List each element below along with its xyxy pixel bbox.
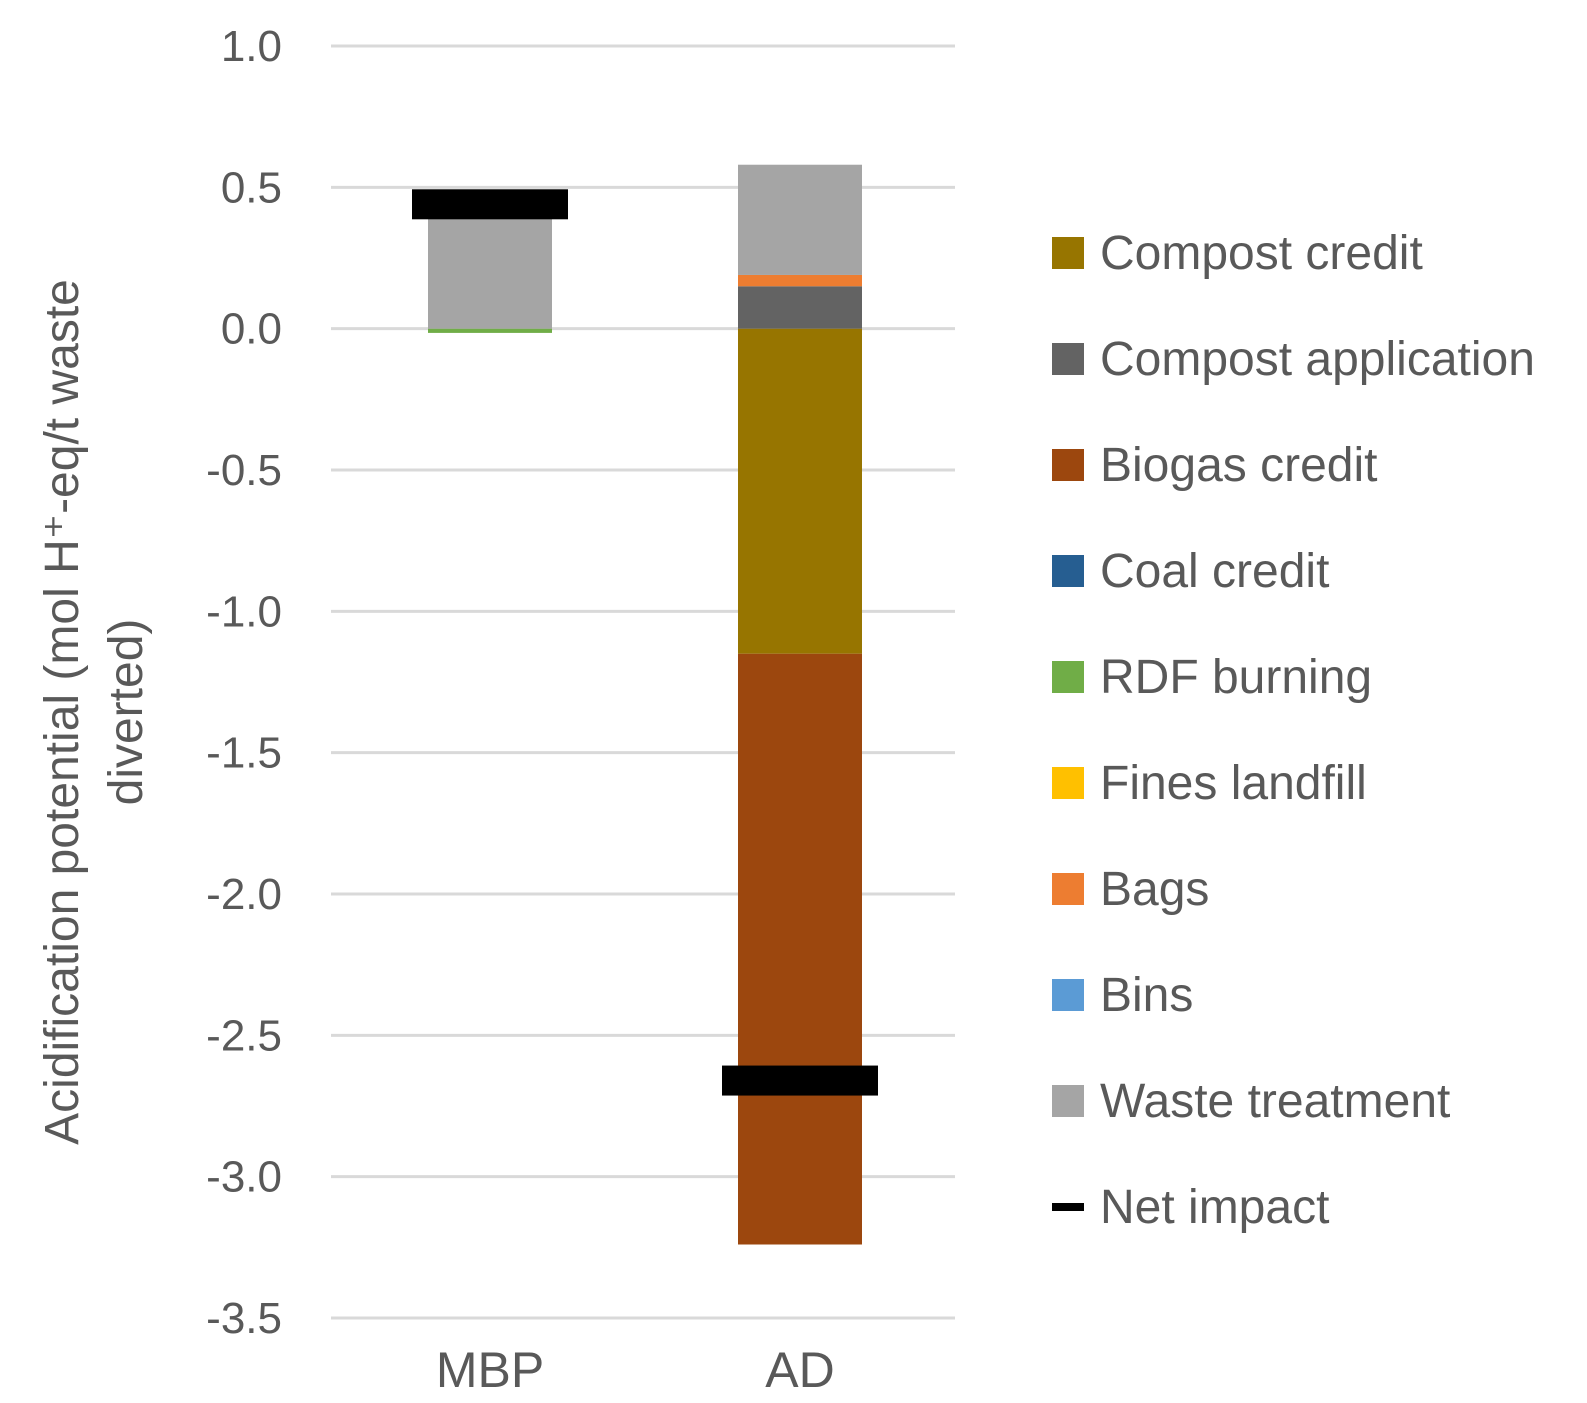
legend-label: Biogas credit <box>1100 439 1377 492</box>
y-tick-label: 0.5 <box>221 163 282 212</box>
y-axis-label: diverted) <box>100 619 153 806</box>
y-tick-label: -0.5 <box>206 446 282 495</box>
legend-label: Coal credit <box>1100 545 1329 598</box>
legend-label: Bags <box>1100 863 1209 916</box>
legend-label: Bins <box>1100 969 1193 1022</box>
y-tick-label: -2.5 <box>206 1011 282 1060</box>
legend-label: Waste treatment <box>1100 1075 1450 1128</box>
legend-swatch <box>1052 979 1084 1011</box>
y-tick-label: -3.5 <box>206 1294 282 1343</box>
y-axis-title: Acidification potential (mol H⁺-eq/t was… <box>36 279 153 1145</box>
legend-swatch <box>1052 449 1084 481</box>
bar-segment <box>428 215 552 329</box>
legend-swatch <box>1052 1085 1084 1117</box>
bar-segment <box>738 653 862 1245</box>
legend-swatch <box>1052 343 1084 375</box>
y-axis-label: Acidification potential (mol H⁺-eq/t was… <box>36 279 89 1145</box>
legend-label: Compost credit <box>1100 227 1423 280</box>
bars <box>428 164 862 1245</box>
bar-segment <box>738 328 862 654</box>
y-tick-label: 1.0 <box>221 22 282 71</box>
net-impact-marker <box>722 1065 878 1096</box>
x-axis-categories: MBP AD <box>436 1342 835 1398</box>
y-tick-label: -1.0 <box>206 587 282 636</box>
legend-label: Compost application <box>1100 333 1535 386</box>
legend-swatch <box>1052 555 1084 587</box>
y-tick-label: -3.0 <box>206 1153 282 1202</box>
bar-segment <box>738 274 862 287</box>
y-tick-label: -1.5 <box>206 729 282 778</box>
legend: Compost credit Compost application Biogas … <box>1052 227 1535 1234</box>
bar-segment <box>738 286 862 329</box>
x-category-label: AD <box>765 1342 834 1398</box>
y-axis-ticks: 1.0 0.5 0.0 -0.5 -1.0 -1.5 -2.0 -2.5 -3.0 -3.5 <box>206 22 282 1343</box>
bar-segment <box>738 164 862 275</box>
legend-label: Fines landfill <box>1100 757 1367 810</box>
legend-label: RDF burning <box>1100 651 1372 704</box>
legend-swatch <box>1052 767 1084 799</box>
legend-swatch <box>1052 661 1084 693</box>
y-tick-label: 0.0 <box>221 305 282 354</box>
net-impact-marker <box>412 189 568 220</box>
legend-swatch <box>1052 1203 1084 1211</box>
y-tick-label: -2.0 <box>206 870 282 919</box>
bar-segment <box>428 328 552 333</box>
net-impact-markers <box>412 189 878 1096</box>
x-category-label: MBP <box>436 1342 544 1398</box>
legend-label: Net impact <box>1100 1181 1329 1234</box>
legend-swatch <box>1052 873 1084 905</box>
legend-swatch <box>1052 237 1084 269</box>
